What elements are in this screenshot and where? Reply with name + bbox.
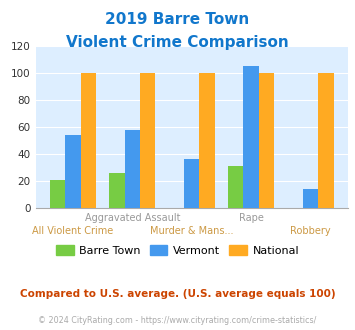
Bar [65,135,81,208]
Text: Aggravated Assault: Aggravated Assault [84,213,180,223]
Text: © 2024 CityRating.com - https://www.cityrating.com/crime-statistics/: © 2024 CityRating.com - https://www.city… [38,316,317,325]
Bar [109,173,125,208]
Legend: Barre Town, Vermont, National: Barre Town, Vermont, National [51,241,304,260]
Bar [200,73,215,208]
Bar [81,73,96,208]
Text: Compared to U.S. average. (U.S. average equals 100): Compared to U.S. average. (U.S. average … [20,289,335,299]
Text: Murder & Mans...: Murder & Mans... [150,226,234,236]
Text: All Violent Crime: All Violent Crime [32,226,114,236]
Bar [244,66,259,208]
Bar [140,73,155,208]
Bar [184,159,200,208]
Bar [318,73,334,208]
Bar [259,73,274,208]
Bar [50,180,65,208]
Text: Rape: Rape [239,213,263,223]
Bar [125,130,140,208]
Bar [228,166,244,208]
Text: 2019 Barre Town: 2019 Barre Town [105,12,250,26]
Bar [303,189,318,208]
Text: Violent Crime Comparison: Violent Crime Comparison [66,35,289,50]
Text: Robbery: Robbery [290,226,331,236]
